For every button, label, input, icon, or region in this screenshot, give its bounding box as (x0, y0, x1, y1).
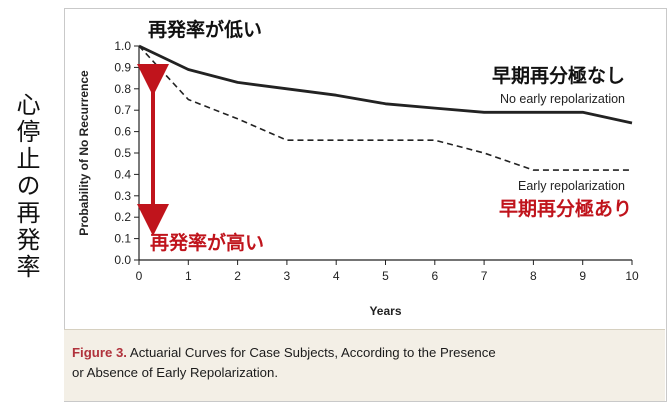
x-tick-label: 6 (431, 269, 438, 283)
y-tick-label: 0.4 (114, 167, 131, 181)
x-tick-label: 0 (136, 269, 143, 283)
y-tick-label: 0.7 (114, 103, 131, 117)
caption-figure-label: Figure 3. (72, 345, 127, 360)
x-tick-label: 10 (625, 269, 639, 283)
y-axis-title: Probability of No Recurrence (77, 70, 91, 236)
y-tick-label: 0.2 (114, 210, 131, 224)
x-tick-label: 1 (185, 269, 192, 283)
x-axis-title: Years (369, 304, 401, 318)
chart-axes: 0.0 0.1 0.2 0.3 0.4 0.5 0.6 0.7 0.8 0.9 1.0 0 1 2 3 4 5 6… (77, 39, 639, 318)
y-tick-label: 1.0 (114, 39, 131, 53)
caption-box: Figure 3. Actuarial Curves for Case Subj… (64, 329, 665, 401)
series-layer (138, 44, 633, 171)
annotation-low-recurrence: 再発率が低い (148, 18, 262, 41)
y-tick-label: 0.1 (114, 232, 131, 246)
annotation-high-recurrence: 再発率が高い (150, 231, 264, 254)
y-tick-label: 0.8 (114, 82, 131, 96)
series-label-early-repolarization: Early repolarization (518, 179, 625, 193)
annotation-no-early-jp: 早期再分極なし (492, 64, 625, 87)
x-tick-label: 5 (382, 269, 389, 283)
y-tick-label: 0.6 (114, 125, 131, 139)
caption-line-1: Actuarial Curves for Case Subjects, Acco… (129, 345, 496, 360)
x-tick-label: 9 (579, 269, 586, 283)
x-tick-label: 7 (481, 269, 488, 283)
x-tick-label: 8 (530, 269, 537, 283)
y-tick-label: 0.0 (114, 253, 131, 267)
annotation-early-jp: 早期再分極あり (499, 197, 632, 220)
x-tick-label: 4 (333, 269, 340, 283)
y-tick-label: 0.3 (114, 189, 131, 203)
x-tick-label: 3 (284, 269, 291, 283)
y-tick-label: 0.5 (114, 146, 131, 160)
x-tick-label: 2 (234, 269, 241, 283)
figure-caption: Figure 3. Actuarial Curves for Case Subj… (72, 343, 652, 383)
caption-line-2: or Absence of Early Repolarization. (72, 365, 278, 380)
series-line-no-early-repolarization (138, 44, 633, 125)
series-label-no-early-repolarization: No early repolarization (500, 92, 625, 106)
y-tick-label: 0.9 (114, 60, 131, 74)
side-label-recurrence-rate: 心停止の再発率 (12, 92, 40, 281)
